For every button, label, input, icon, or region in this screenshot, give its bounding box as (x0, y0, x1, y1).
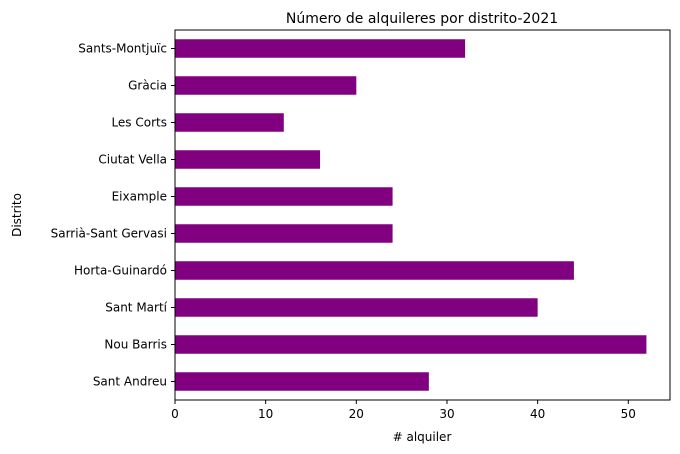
x-tick-label: 50 (621, 407, 636, 421)
x-tick-label: 0 (171, 407, 179, 421)
y-tick-label: Sant Martí (105, 301, 167, 315)
y-tick-label: Sants-Montjuïc (78, 42, 167, 56)
y-tick-label: Eixample (112, 190, 167, 204)
y-tick-label: Nou Barris (104, 338, 167, 352)
y-tick-label: Sant Andreu (93, 375, 167, 389)
bar (175, 224, 393, 243)
x-axis: 0 10 20 30 40 50 (171, 400, 636, 421)
bar (175, 76, 357, 95)
bar (175, 113, 284, 132)
y-axis: Sants-Montjuïc Gràcia Les Corts Ciutat Vell… (51, 42, 175, 389)
bar (175, 372, 429, 391)
y-tick-label: Sarrià-Sant Gervasi (51, 227, 167, 241)
bar (175, 39, 466, 58)
x-tick-label: 20 (349, 407, 364, 421)
y-tick-label: Gràcia (128, 79, 167, 93)
x-tick-label: 30 (439, 407, 454, 421)
bar (175, 150, 321, 169)
chart-title: Número de alquileres por distrito-2021 (286, 11, 558, 27)
bar (175, 298, 538, 317)
x-tick-label: 40 (530, 407, 545, 421)
x-tick-label: 10 (258, 407, 273, 421)
x-axis-label: # alquiler (393, 430, 452, 444)
bar (175, 187, 393, 206)
y-tick-label: Les Corts (111, 116, 167, 130)
plot-frame (174, 29, 671, 401)
bars-group (175, 39, 647, 391)
y-tick-label: Ciutat Vella (98, 153, 167, 167)
bar (175, 261, 574, 280)
bar (175, 335, 647, 354)
y-axis-label: Distrito (10, 193, 24, 237)
y-tick-label: Horta-Guinardó (74, 264, 167, 278)
